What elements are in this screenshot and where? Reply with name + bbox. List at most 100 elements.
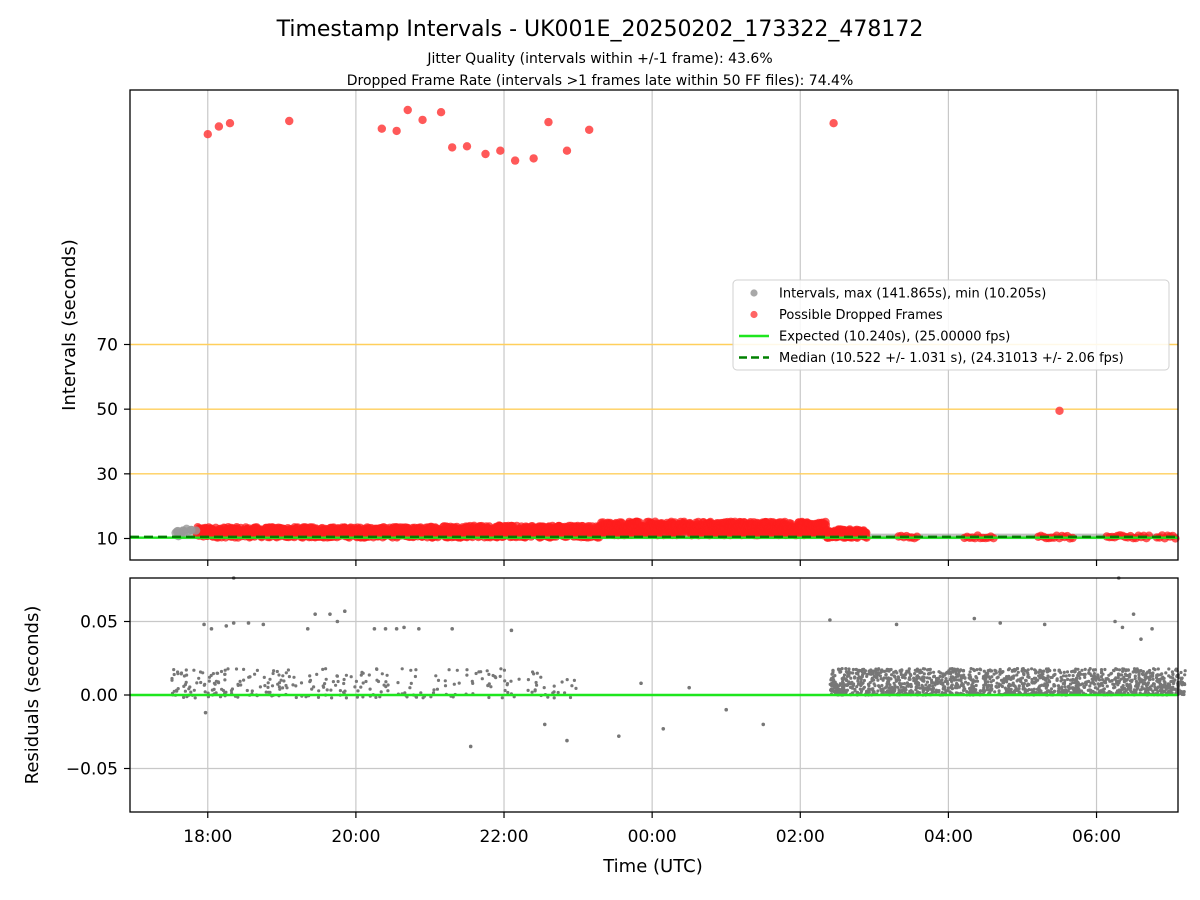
- residual-point: [884, 690, 888, 695]
- chart-title: Timestamp Intervals - UK001E_20250202_17…: [276, 17, 924, 42]
- residual-point: [894, 679, 899, 683]
- residual-point: [1035, 687, 1039, 692]
- residual-outlier: [450, 627, 454, 631]
- residual-point: [886, 677, 890, 681]
- residual-outlier: [394, 627, 399, 631]
- legend-entry-label: Expected (10.240s), (25.00000 fps): [779, 330, 1010, 345]
- residual-point: [1048, 669, 1052, 673]
- residual-point: [861, 673, 865, 677]
- residual-point: [1140, 685, 1144, 689]
- residual-point: [1113, 685, 1117, 689]
- residual-point: [396, 681, 400, 685]
- residual-point: [465, 668, 469, 672]
- dropped-frame-outlier: [529, 154, 538, 163]
- residual-point: [1063, 685, 1067, 689]
- residual-point: [901, 685, 906, 690]
- residual-point: [1132, 667, 1137, 671]
- residual-point: [1179, 670, 1183, 675]
- residual-point: [1092, 672, 1096, 676]
- residual-point: [851, 667, 856, 672]
- residual-point: [975, 668, 979, 672]
- residual-point: [1135, 668, 1139, 672]
- residual-point: [1023, 687, 1027, 691]
- residual-point: [436, 678, 441, 683]
- residual-point: [899, 672, 903, 677]
- residual-point: [918, 668, 922, 672]
- residual-point: [1126, 668, 1130, 672]
- residual-point: [969, 688, 974, 693]
- residual-point: [996, 675, 1000, 679]
- residual-point: [995, 681, 999, 685]
- residual-point: [868, 671, 872, 676]
- residual-point: [987, 688, 991, 692]
- chart-subtitle-dropped: Dropped Frame Rate (intervals >1 frames …: [347, 73, 854, 89]
- residual-point: [239, 683, 243, 687]
- residual-point: [891, 690, 896, 695]
- residual-point: [242, 667, 246, 672]
- residual-outlier: [372, 627, 377, 631]
- residual-point: [861, 681, 865, 685]
- residual-point: [838, 690, 842, 694]
- residual-point: [1126, 673, 1130, 678]
- residual-point: [526, 678, 531, 682]
- residual-point: [847, 667, 851, 671]
- residual-point: [888, 689, 892, 693]
- residual-point: [1076, 667, 1080, 671]
- residual-point: [242, 678, 246, 682]
- residual-point: [278, 687, 282, 691]
- residual-point: [963, 687, 967, 691]
- residual-outlier: [1139, 637, 1143, 641]
- residual-point: [1143, 678, 1147, 682]
- residual-point: [220, 687, 224, 691]
- residual-point: [1183, 669, 1187, 673]
- residual-point: [1046, 674, 1050, 678]
- residual-point: [999, 683, 1003, 687]
- top-y-tick-label: 50: [96, 400, 118, 420]
- top-y-tick-label: 10: [96, 530, 118, 550]
- residual-point: [1159, 677, 1163, 681]
- residual-point: [1151, 671, 1155, 675]
- residual-point: [992, 672, 996, 676]
- residual-point: [1180, 692, 1184, 697]
- dropped-frame-outlier: [481, 149, 490, 159]
- residual-point: [183, 689, 187, 693]
- residual-point: [477, 670, 481, 674]
- residual-point: [952, 667, 957, 671]
- residual-point: [199, 680, 203, 685]
- residual-point: [342, 681, 346, 686]
- residual-point: [856, 676, 860, 680]
- residual-point: [1083, 667, 1087, 672]
- legend-box: [732, 279, 1170, 371]
- residual-point: [277, 673, 281, 677]
- residual-point: [921, 686, 925, 690]
- residual-point: [909, 673, 913, 678]
- residual-point: [1128, 688, 1133, 693]
- residual-point: [192, 668, 196, 672]
- residual-point: [847, 674, 851, 678]
- dropped-frame-outlier: [829, 119, 838, 128]
- residual-point: [857, 668, 861, 673]
- residual-point: [435, 687, 439, 691]
- residual-point: [1124, 669, 1128, 673]
- residual-point: [1052, 683, 1056, 687]
- residual-point: [565, 678, 569, 682]
- residual-point: [950, 679, 954, 684]
- residual-point: [1001, 681, 1006, 685]
- dropped-frame-outlier: [225, 119, 235, 128]
- dropped-frame-outlier: [214, 122, 224, 131]
- residual-point: [419, 691, 423, 695]
- residual-point: [1082, 685, 1087, 689]
- residual-point: [236, 682, 240, 686]
- residual-point: [865, 672, 869, 677]
- residual-point: [382, 683, 386, 687]
- residual-point: [1009, 683, 1013, 687]
- residual-point: [914, 680, 918, 684]
- residual-point: [1179, 689, 1183, 694]
- residual-point: [957, 678, 961, 682]
- residual-point: [924, 683, 928, 687]
- residual-point: [985, 674, 989, 678]
- residual-point: [1006, 668, 1011, 672]
- residual-point: [1088, 672, 1092, 676]
- residual-point: [517, 677, 521, 681]
- residual-point: [299, 681, 304, 685]
